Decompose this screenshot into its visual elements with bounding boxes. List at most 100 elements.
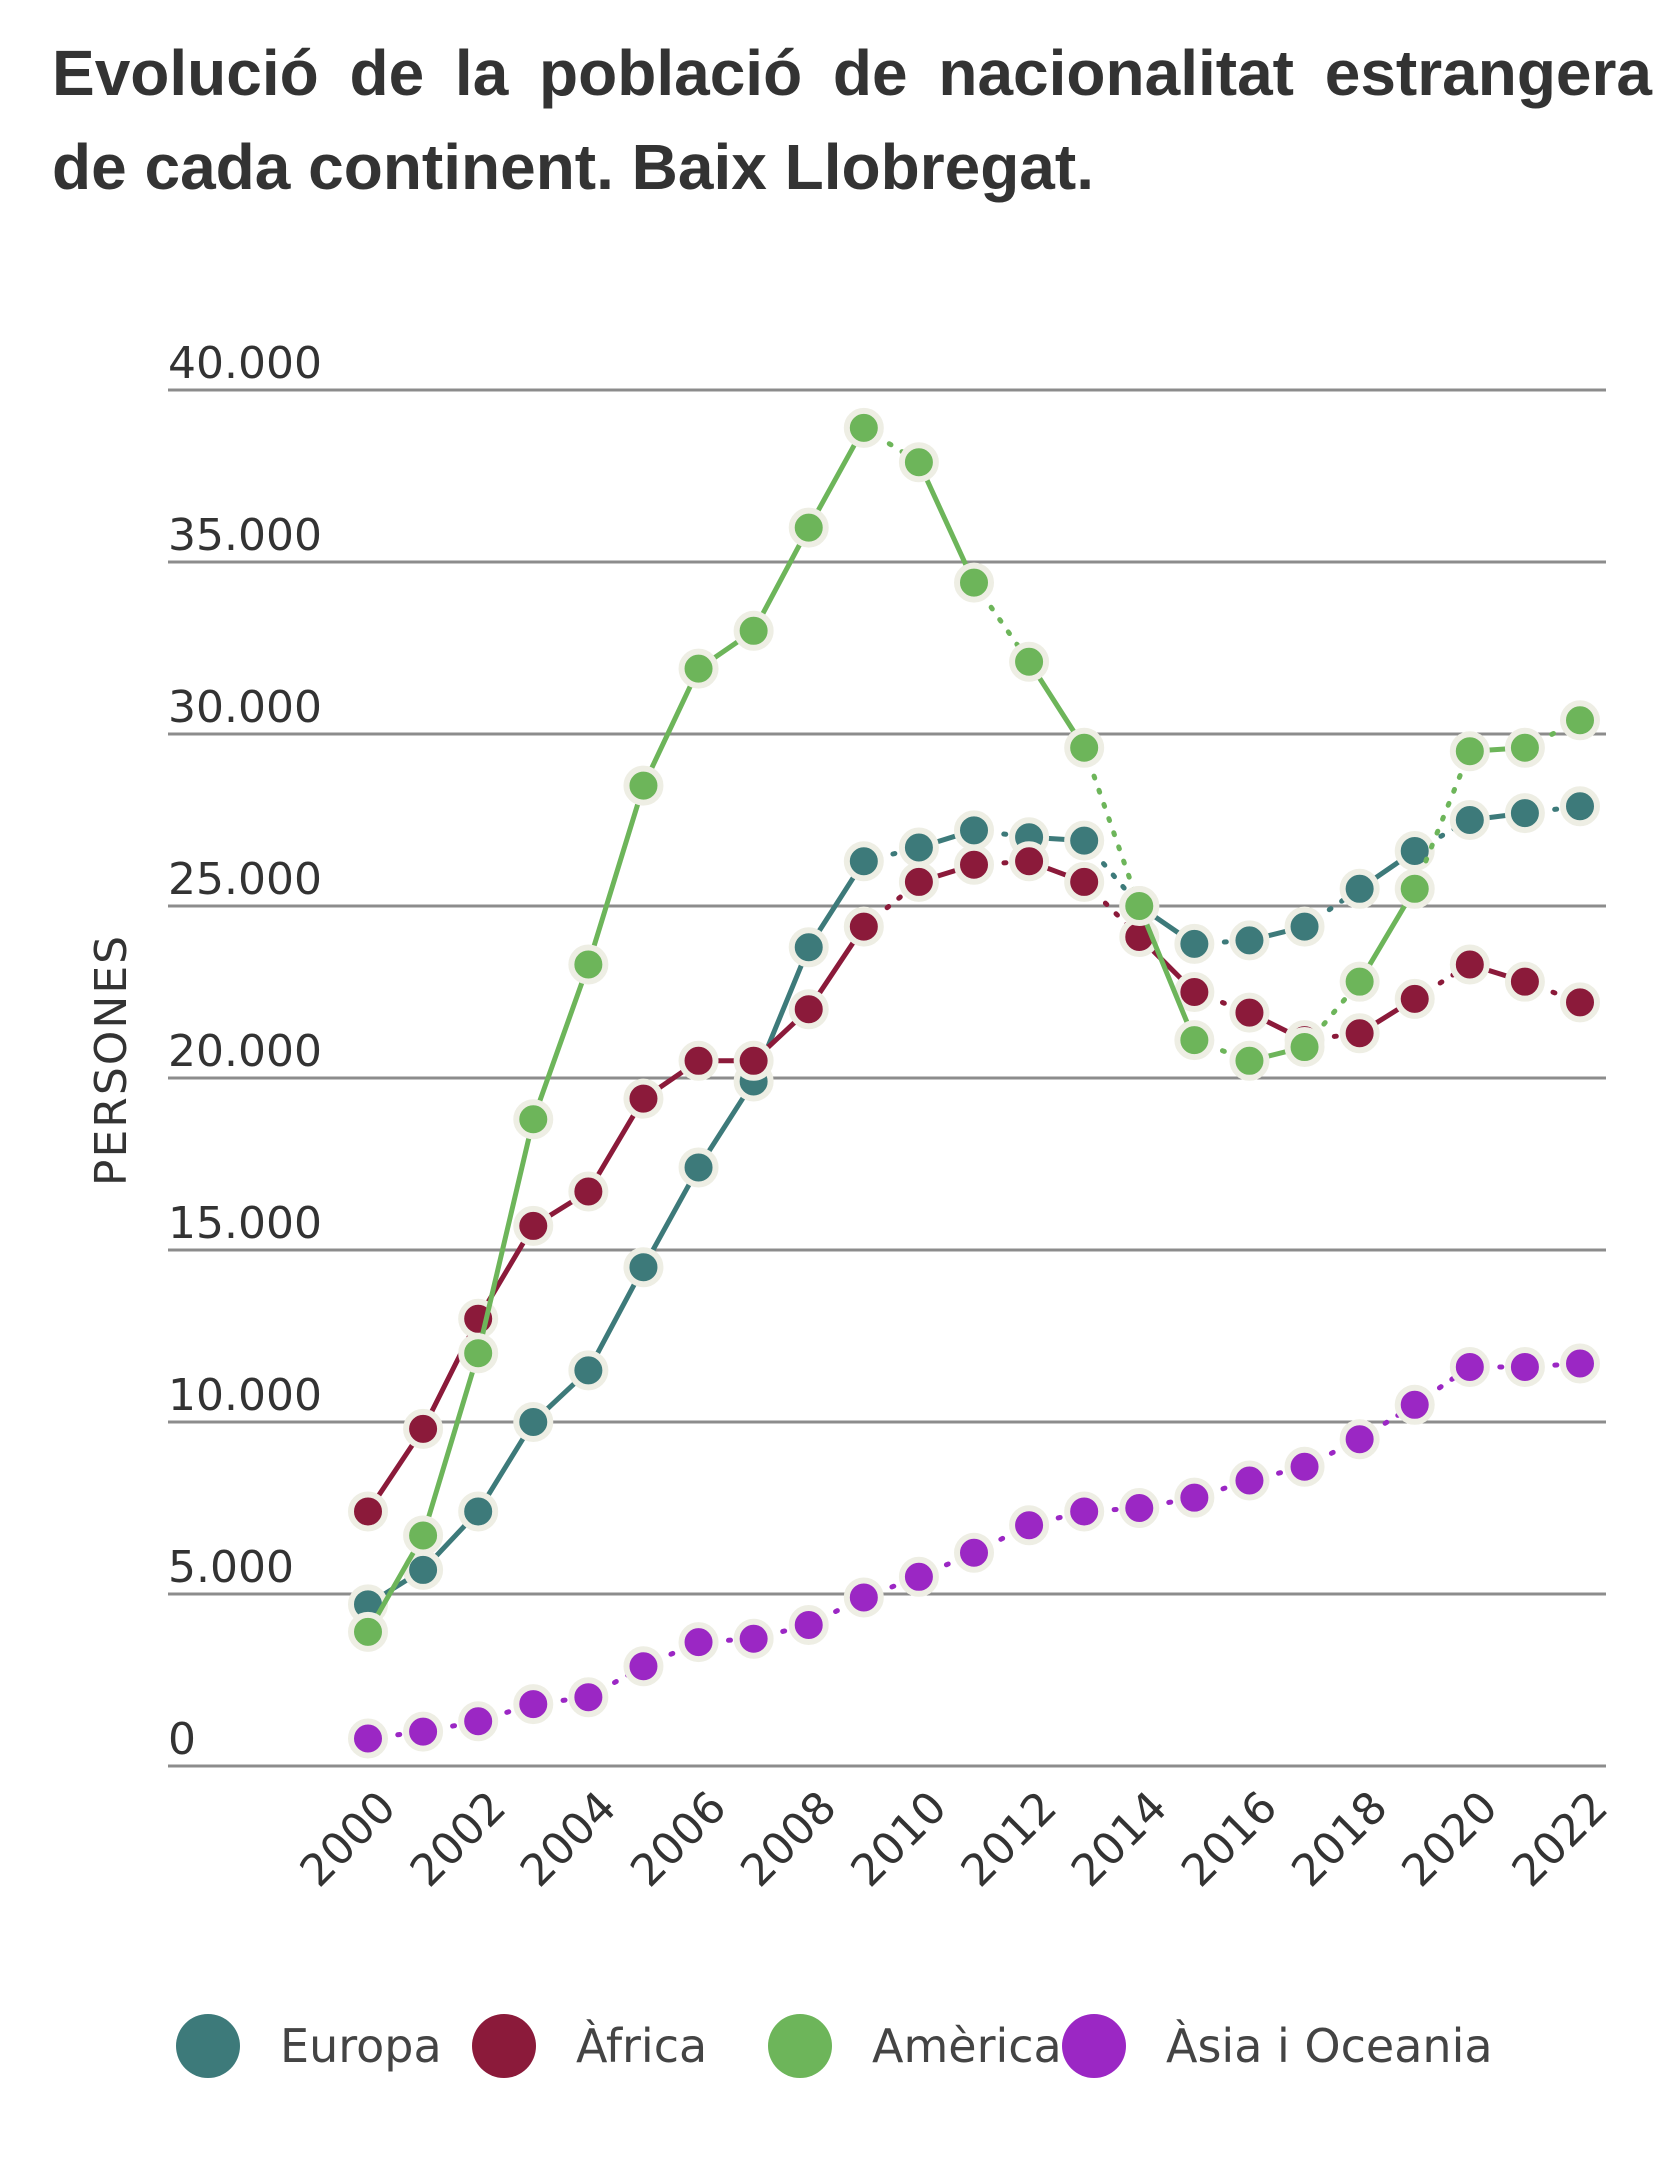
data-point xyxy=(1394,830,1435,871)
series-europa xyxy=(348,786,1600,1625)
data-point xyxy=(1064,727,1105,768)
data-point xyxy=(898,1556,939,1597)
data-point xyxy=(1009,841,1050,882)
series-line-segment xyxy=(1412,817,1473,854)
data-point xyxy=(568,944,609,985)
x-tick-label: 2012 xyxy=(952,1782,1067,1897)
data-point xyxy=(1174,923,1215,964)
y-tick-label: 15.000 xyxy=(168,1198,322,1249)
y-tick-label: 35.000 xyxy=(168,510,322,561)
series-am-rica xyxy=(348,407,1600,1652)
data-point xyxy=(458,1701,499,1742)
data-point xyxy=(1339,1013,1380,1054)
series-line-segment xyxy=(475,1116,536,1356)
data-point xyxy=(788,507,829,548)
series-line-segment xyxy=(916,459,977,586)
y-tick-label: 10.000 xyxy=(168,1370,322,1421)
data-point xyxy=(1449,944,1490,985)
data-point xyxy=(898,861,939,902)
legend-marker xyxy=(768,2014,832,2078)
data-point xyxy=(1560,1343,1600,1384)
x-tick-label: 2002 xyxy=(401,1782,516,1897)
data-point xyxy=(403,1408,444,1449)
data-point xyxy=(1284,1446,1325,1487)
x-tick-label: 2000 xyxy=(291,1782,406,1897)
legend: Europa Àfrica Amèrica Àsia i Oceania xyxy=(176,2014,1493,2078)
data-point xyxy=(898,827,939,868)
x-tick-label: 2022 xyxy=(1503,1782,1618,1897)
data-point xyxy=(1560,982,1600,1023)
series-line-segment xyxy=(1412,961,1473,1002)
data-point xyxy=(1560,700,1600,741)
series--sia-i-oceania xyxy=(348,1343,1600,1759)
data-point xyxy=(513,1684,554,1725)
data-point xyxy=(843,407,884,448)
y-tick-label: 40.000 xyxy=(168,338,322,389)
data-point xyxy=(1009,641,1050,682)
data-point xyxy=(1229,1460,1270,1501)
x-tick-label: 2006 xyxy=(621,1782,736,1897)
data-point xyxy=(954,810,994,851)
chart-title: Evolució de la població de nacionalitat … xyxy=(52,37,1652,203)
data-point xyxy=(1064,861,1105,902)
series-line-segment xyxy=(585,783,646,967)
x-tick-label: 2010 xyxy=(841,1782,956,1897)
data-point xyxy=(1339,961,1380,1002)
x-axis-ticks: 2000200220042006200820102012201420162018… xyxy=(291,1782,1618,1897)
data-point xyxy=(788,927,829,968)
data-point xyxy=(1064,820,1105,861)
data-point xyxy=(1009,1505,1050,1546)
data-point xyxy=(513,1099,554,1140)
data-point xyxy=(623,765,664,806)
data-point xyxy=(1284,1027,1325,1068)
legend-label: Amèrica xyxy=(872,2019,1062,2073)
data-point xyxy=(348,1718,388,1759)
series-line-segment xyxy=(640,666,702,789)
data-point xyxy=(1174,972,1215,1012)
series-line-segment xyxy=(640,1639,702,1669)
y-tick-label: 5.000 xyxy=(168,1542,294,1593)
data-point xyxy=(1394,1384,1435,1425)
data-point xyxy=(1119,1488,1160,1528)
data-point xyxy=(1119,886,1160,926)
data-point xyxy=(1339,1419,1380,1460)
legend-marker xyxy=(1062,2014,1126,2078)
data-point xyxy=(1504,793,1545,834)
data-point xyxy=(1284,906,1325,947)
data-point xyxy=(678,648,719,689)
data-point xyxy=(623,1078,664,1119)
data-point xyxy=(843,906,884,947)
series-line-segment xyxy=(1522,717,1583,751)
series-line-segment xyxy=(420,1350,481,1539)
y-axis-label: PERSONES xyxy=(86,934,137,1186)
data-point xyxy=(954,562,994,603)
series-line-segment xyxy=(971,1522,1032,1556)
data-point xyxy=(568,1350,609,1391)
y-tick-label: 20.000 xyxy=(168,1026,322,1077)
data-point xyxy=(678,1622,719,1663)
data-point xyxy=(1174,1477,1215,1518)
y-axis-ticks: 0 5.000 10.000 15.000 20.000 25.000 30.000 35.0… xyxy=(168,338,322,1765)
legend-label: Àsia i Oceania xyxy=(1166,2019,1493,2073)
data-point xyxy=(843,1577,884,1618)
data-point xyxy=(458,1491,499,1532)
data-point xyxy=(1560,786,1600,827)
data-point xyxy=(458,1333,499,1374)
data-point xyxy=(623,1247,664,1288)
series-line-segment xyxy=(1302,1436,1363,1470)
data-point xyxy=(843,841,884,882)
x-tick-label: 2018 xyxy=(1282,1782,1397,1897)
series-line-segment xyxy=(916,1550,977,1580)
data-point xyxy=(403,1711,444,1752)
x-tick-label: 2008 xyxy=(731,1782,846,1897)
series-line-segment xyxy=(1302,886,1363,930)
series-line-segment xyxy=(1412,748,1473,892)
series-line-segment xyxy=(585,1663,646,1700)
x-tick-label: 2014 xyxy=(1062,1782,1177,1897)
grid-lines xyxy=(168,388,1606,1768)
data-point xyxy=(513,1205,554,1246)
x-tick-label: 2004 xyxy=(511,1782,626,1897)
data-point xyxy=(678,1147,719,1188)
data-point xyxy=(1229,992,1270,1033)
